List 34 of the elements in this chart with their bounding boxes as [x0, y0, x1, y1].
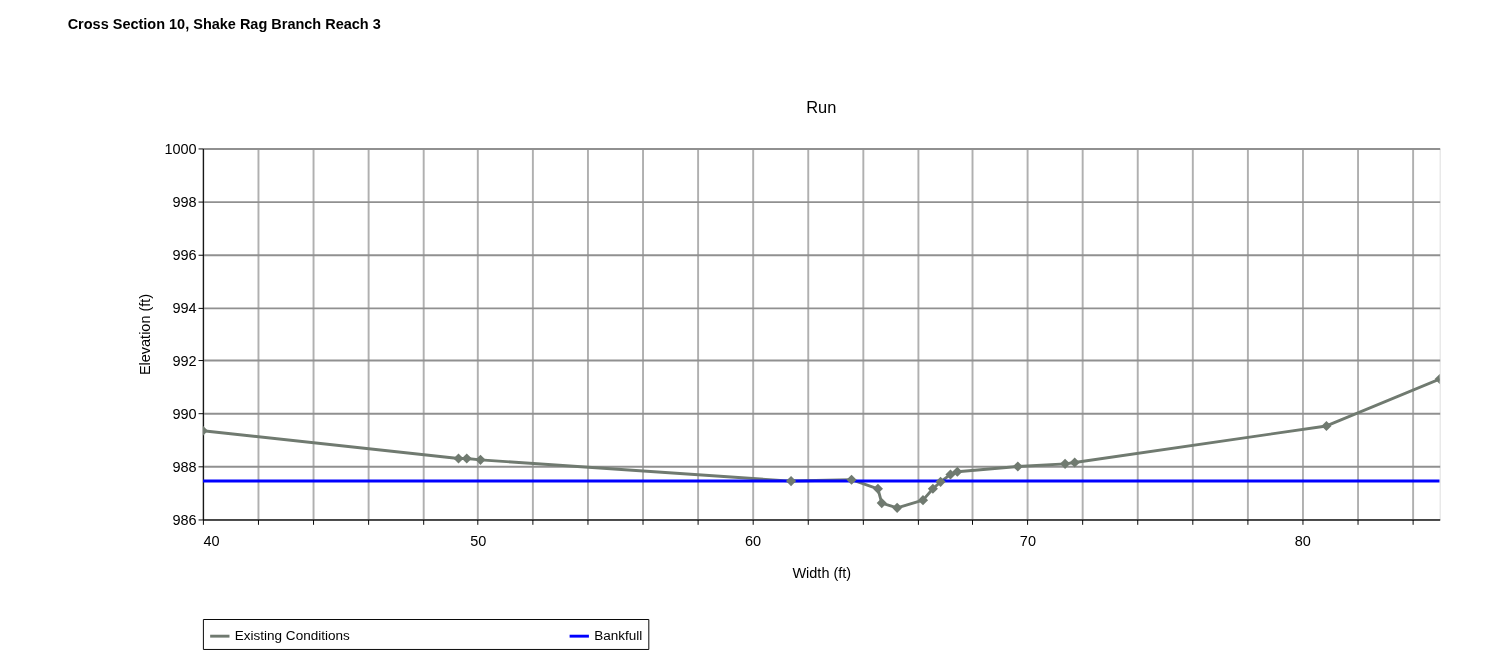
y-tick-label: 988 [172, 458, 197, 475]
y-tick-label: 986 [172, 511, 197, 528]
x-tick-label: 60 [745, 533, 762, 550]
point [872, 483, 883, 494]
legend-label: Bankfull [594, 628, 643, 644]
x-axis-title: Width (ft) [792, 564, 852, 581]
point [1012, 461, 1023, 472]
point [1321, 420, 1332, 432]
chart-title: Cross Section 10, Shake Rag Branch Reach 3 [67, 15, 381, 32]
chart-subtitle: Run [806, 97, 837, 116]
point [952, 466, 963, 477]
y-axis-title: Elevation (ft) [136, 293, 153, 376]
y-tick-label: 996 [172, 246, 197, 263]
x-tick-label: 40 [203, 533, 220, 550]
y-tick-label: 990 [172, 405, 197, 422]
point [786, 476, 797, 487]
point [917, 495, 929, 506]
y-tick-label: 1000 [164, 140, 197, 157]
x-tick-label: 80 [1294, 533, 1311, 550]
point [935, 476, 946, 487]
y-tick-label: 994 [172, 299, 197, 316]
point [892, 502, 903, 513]
point [475, 454, 486, 465]
point [1060, 458, 1071, 469]
point [876, 498, 887, 509]
y-tick-label: 992 [172, 352, 197, 369]
legend-label: Existing Conditions [234, 628, 350, 644]
point [1069, 457, 1080, 468]
x-tick-label: 70 [1019, 533, 1036, 550]
y-tick-label: 998 [172, 193, 197, 210]
point [846, 474, 857, 485]
x-tick-label: 50 [470, 533, 487, 550]
point [945, 469, 956, 480]
point [927, 483, 938, 494]
